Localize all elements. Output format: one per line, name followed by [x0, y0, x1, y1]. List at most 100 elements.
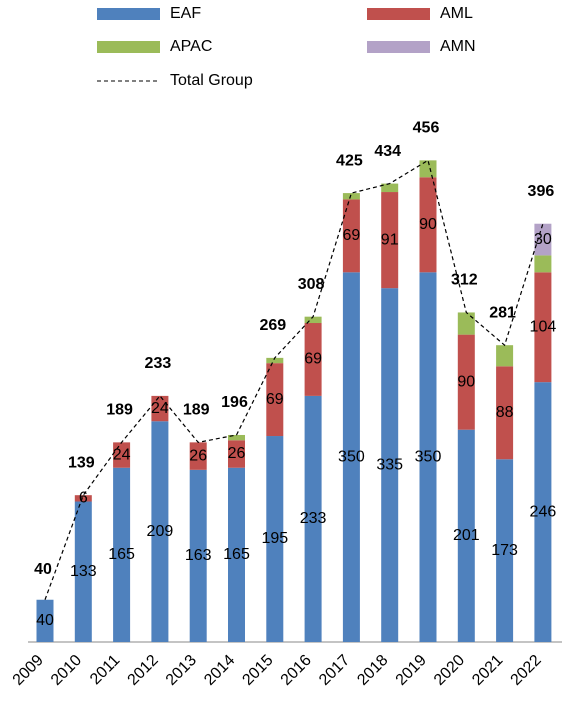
data-label: 90	[457, 373, 475, 390]
data-label: 91	[381, 231, 399, 248]
bar-segment	[496, 345, 514, 367]
data-label: 165	[108, 546, 135, 563]
bar-segment	[228, 467, 245, 642]
bar-segment	[113, 467, 131, 642]
data-label: 350	[338, 448, 365, 465]
total-label: 434	[374, 143, 401, 160]
total-label: 281	[489, 304, 516, 321]
legend-label: APAC	[170, 38, 212, 55]
total-label: 40	[34, 561, 52, 578]
bar-segment	[189, 469, 207, 642]
legend-label: EAF	[170, 5, 201, 22]
data-label: 69	[343, 227, 361, 244]
x-tick-label: 2009	[10, 652, 47, 689]
x-tick-label: 2021	[469, 652, 506, 689]
data-label: 69	[266, 391, 284, 408]
x-tick-label: 2010	[48, 652, 85, 689]
bar-segment	[457, 429, 475, 642]
data-label: 209	[147, 523, 174, 540]
data-label: 26	[228, 445, 246, 462]
bar-segment	[342, 199, 360, 273]
bar-segment	[381, 183, 399, 193]
total-label: 425	[336, 152, 363, 169]
total-line	[44, 159, 544, 600]
data-label: 173	[491, 542, 518, 559]
total-label: 233	[145, 355, 172, 372]
bar-segment	[228, 440, 245, 468]
bar-segment	[36, 599, 54, 642]
legend-swatch	[367, 8, 430, 20]
x-tick-label: 2018	[354, 652, 391, 689]
x-tick-label: 2011	[87, 652, 123, 688]
data-label: 88	[496, 404, 514, 421]
x-tick-label: 2014	[201, 652, 238, 689]
data-label: 69	[304, 351, 322, 368]
total-label: 269	[259, 317, 286, 334]
bar-segment	[496, 366, 514, 460]
data-label: 40	[36, 612, 54, 629]
x-tick-label: 2015	[239, 652, 276, 689]
bar-segment	[534, 255, 552, 273]
bar-segment	[151, 421, 169, 642]
data-label: 26	[189, 447, 207, 464]
bar-segment	[457, 312, 475, 335]
bar-segment	[419, 160, 437, 178]
bar-segment	[304, 316, 322, 324]
bar-segment	[266, 363, 284, 437]
legend-label: Total Group	[170, 72, 253, 89]
bar-segment	[304, 323, 322, 396]
data-label: 133	[70, 563, 97, 580]
x-tick-label: 2019	[393, 652, 430, 689]
total-label: 139	[68, 454, 95, 471]
data-label: 246	[530, 503, 557, 520]
data-label: 335	[376, 456, 403, 473]
bar-segment	[419, 177, 437, 273]
bar-segment	[381, 192, 399, 289]
bar-segment	[266, 436, 284, 642]
bar-segment	[151, 395, 169, 422]
x-tick-label: 2020	[431, 652, 468, 689]
bar-segment	[534, 272, 552, 383]
bar-segment	[342, 193, 360, 200]
bar-segment	[304, 395, 322, 642]
data-label: 6	[79, 490, 88, 507]
data-label: 90	[419, 216, 437, 233]
legend-swatch	[367, 41, 430, 53]
data-label: 30	[534, 231, 552, 248]
bar-segment	[342, 272, 360, 642]
total-label: 456	[413, 120, 440, 137]
legend-swatch	[97, 41, 160, 53]
total-label: 308	[298, 276, 325, 293]
bar-segment	[74, 501, 92, 642]
total-label: 396	[528, 183, 555, 200]
bar-segment	[419, 272, 437, 642]
bar-segment	[266, 357, 284, 364]
data-label: 163	[185, 547, 212, 564]
data-label: 104	[530, 318, 557, 335]
x-tick-label: 2022	[508, 652, 545, 689]
total-label: 312	[451, 272, 478, 289]
data-label: 165	[223, 546, 250, 563]
data-label: 195	[261, 530, 288, 547]
x-tick-label: 2012	[125, 652, 162, 689]
legend-swatch	[97, 8, 160, 20]
total-label: 189	[183, 402, 210, 419]
data-label: 201	[453, 527, 480, 544]
bar-segment	[457, 334, 475, 430]
bar-segment	[496, 459, 514, 642]
data-label: 350	[415, 448, 442, 465]
legend-label: AMN	[440, 38, 476, 55]
bar-segment	[228, 434, 245, 441]
data-label: 233	[300, 510, 327, 527]
x-tick-label: 2017	[316, 652, 353, 689]
total-label: 189	[106, 402, 133, 419]
bar-segment	[534, 223, 552, 256]
x-tick-label: 2013	[163, 652, 200, 689]
data-label: 24	[151, 400, 169, 417]
total-label: 196	[221, 394, 248, 411]
data-label: 24	[113, 446, 131, 463]
bar-segment	[534, 382, 552, 642]
bar-segment	[74, 495, 92, 502]
x-tick-label: 2016	[278, 652, 315, 689]
